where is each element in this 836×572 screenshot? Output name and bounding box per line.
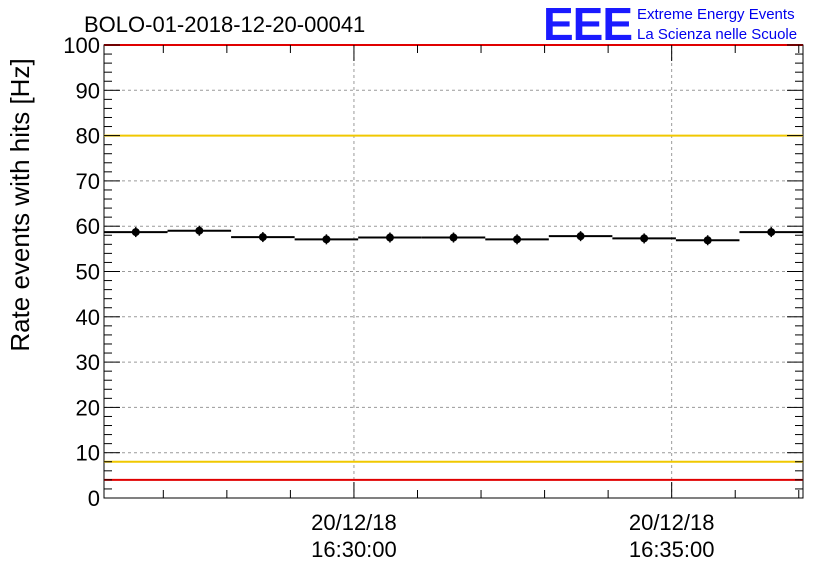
data-point (449, 233, 458, 242)
eee-logo: EEE Extreme Energy Events La Scienza nel… (543, 0, 797, 50)
data-point (576, 232, 585, 241)
y-tick-label: 80 (76, 124, 100, 149)
data-point (767, 228, 776, 237)
x-tick-label-date: 20/12/18 (629, 510, 715, 535)
grid-lines (104, 45, 803, 498)
data-point (513, 235, 522, 244)
x-tick-label-date: 20/12/18 (311, 510, 397, 535)
y-tick-label: 30 (76, 350, 100, 375)
x-tick-label-time: 16:35:00 (629, 537, 715, 562)
y-tick-label: 100 (63, 33, 100, 58)
reference-lines (104, 44, 803, 481)
run-title: BOLO-01-2018-12-20-00041 (84, 12, 365, 37)
data-point (640, 234, 649, 243)
x-tick-label-time: 16:30:00 (311, 537, 397, 562)
y-tick-label: 40 (76, 305, 100, 330)
data-point (258, 233, 267, 242)
data-point (322, 235, 331, 244)
data-point (385, 233, 394, 242)
data-point (195, 226, 204, 235)
y-tick-labels: 0 10 20 30 40 50 60 70 80 90 100 (63, 33, 100, 511)
y-tick-label: 90 (76, 78, 100, 103)
data-point (131, 228, 140, 237)
y-tick-label: 50 (76, 260, 100, 285)
y-tick-label: 70 (76, 169, 100, 194)
data-points (104, 225, 803, 246)
logo-line-2: La Scienza nelle Scuole (637, 26, 797, 43)
y-tick-label: 20 (76, 395, 100, 420)
y-tick-label: 0 (88, 486, 100, 511)
axis-ticks (104, 44, 803, 499)
y-tick-label: 60 (76, 214, 100, 239)
y-axis-title: Rate events with hits [Hz] (5, 58, 35, 351)
logo-letters: EEE (543, 0, 632, 50)
data-point (703, 236, 712, 245)
y-tick-label: 10 (76, 441, 100, 466)
logo-line-1: Extreme Energy Events (637, 6, 795, 23)
